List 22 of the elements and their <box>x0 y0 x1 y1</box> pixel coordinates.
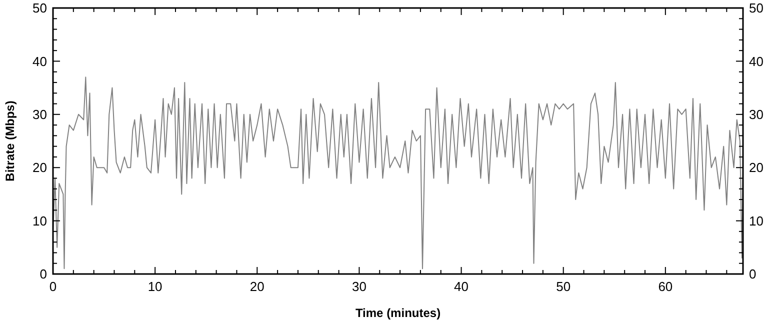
x-tick-label: 50 <box>556 279 571 294</box>
y-tick-label: 10 <box>32 213 47 228</box>
y2-tick-label: 20 <box>749 160 764 176</box>
line-series <box>52 76 744 270</box>
y2-tick-label: 50 <box>749 0 764 16</box>
y2-tick-label: 0 <box>749 266 756 282</box>
y-tick-label: 20 <box>32 160 47 176</box>
y-tick-label: 40 <box>32 54 47 69</box>
x-tick-label: 10 <box>148 279 162 294</box>
y-tick-label: 30 <box>32 106 47 122</box>
x-tick-label: 20 <box>250 279 264 294</box>
x-tick-label: 60 <box>658 279 673 294</box>
y-tick-label: 50 <box>32 0 47 16</box>
y-axis-title: Bitrate (Mbps) <box>3 100 17 182</box>
y2-tick-label: 40 <box>749 54 764 69</box>
x-tick-label: 0 <box>49 279 57 294</box>
x-axis-title: Time (minutes) <box>355 306 441 320</box>
x-tick-label: 40 <box>454 279 469 294</box>
y2-tick-label: 10 <box>749 213 764 228</box>
x-tick-label: 30 <box>352 279 366 294</box>
y-tick-label: 0 <box>40 266 47 282</box>
y2-tick-label: 30 <box>749 106 764 122</box>
